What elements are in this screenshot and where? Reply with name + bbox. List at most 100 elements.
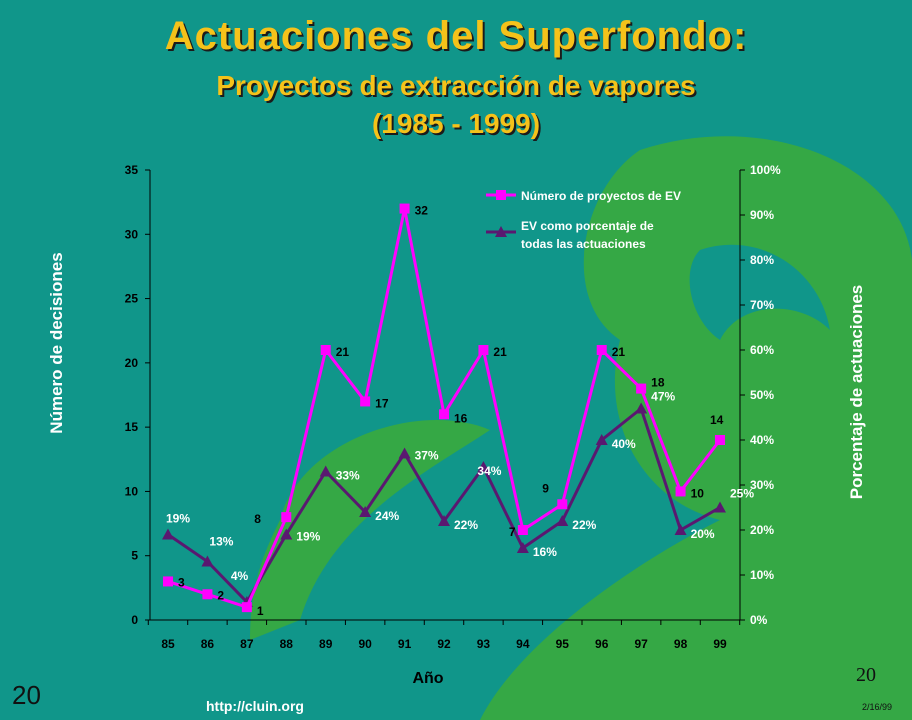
series-pct-marker	[635, 402, 648, 414]
y-axis-left-label: Número de decisiones	[47, 252, 66, 433]
page-number-left: 20	[12, 680, 41, 710]
y-right-tick-label: 70%	[750, 298, 774, 312]
series-pct-marker	[280, 528, 293, 540]
legend-pct-label-line1: EV como porcentaje de	[521, 219, 654, 233]
series-count-data-label: 7	[509, 525, 516, 539]
series-count-data-label: 17	[375, 396, 389, 410]
x-tick-label: 88	[280, 637, 294, 651]
y-right-tick-label: 10%	[750, 568, 774, 582]
series-count-data-label: 8	[254, 512, 261, 526]
series-pct-data-label: 16%	[533, 545, 557, 559]
series-count-line	[167, 208, 722, 609]
y-right-tick-label: 20%	[750, 523, 774, 537]
series-count-data-label: 9	[542, 481, 549, 495]
x-tick-label: 91	[398, 637, 412, 651]
series-count-marker	[478, 345, 489, 355]
series-count-data-label: 18	[651, 376, 665, 390]
decor-swirl-hole	[689, 244, 830, 340]
y-left-tick-label: 5	[131, 549, 138, 563]
series-pct-data-label: 13%	[209, 535, 233, 549]
series-pct-data-label: 33%	[336, 469, 360, 483]
x-tick-label: 89	[319, 637, 333, 651]
series-pct-data-label: 4%	[231, 569, 249, 583]
x-tick-label: 85	[161, 637, 175, 651]
x-axis-label: Año	[412, 670, 443, 687]
series-pct-data-label: 37%	[415, 449, 439, 463]
y-left-tick-label: 20	[125, 356, 139, 370]
x-tick-label: 93	[477, 637, 491, 651]
series-count-marker	[596, 345, 607, 355]
x-tick-label: 87	[240, 637, 254, 651]
y-right-tick-label: 40%	[750, 433, 774, 447]
series-count-data-label: 21	[612, 345, 626, 359]
y-left-tick-label: 10	[125, 484, 139, 498]
series-pct-line	[167, 405, 721, 605]
series-count-data-label: 21	[493, 345, 507, 359]
y-left-tick-label: 0	[131, 613, 138, 627]
series-pct-marker	[201, 555, 214, 567]
y-left-tick-label: 35	[125, 163, 139, 177]
series-pct-marker	[359, 506, 372, 517]
series-pct-data-label: 40%	[612, 437, 636, 451]
series-pct-marker	[674, 524, 687, 535]
slide-title: Actuaciones del Superfondo:	[164, 14, 748, 58]
slide-subtitle: Proyectos de extracción de vapores	[216, 70, 696, 101]
series-count-data-label: 16	[454, 411, 468, 425]
series-pct-data-label: 47%	[651, 390, 675, 404]
legend-count-marker	[496, 190, 506, 200]
series-count-marker	[163, 576, 173, 587]
series-count-data-label: 21	[336, 345, 350, 359]
y-right-tick-label: 50%	[750, 388, 774, 402]
x-tick-label: 99	[713, 637, 727, 651]
source-url[interactable]: http://cluin.org	[206, 698, 304, 714]
y-left-tick-label: 30	[125, 227, 139, 241]
y-right-tick-label: 90%	[750, 208, 774, 222]
slide-date: 2/16/99	[862, 702, 893, 712]
y-left-tick-label: 25	[125, 292, 139, 306]
y-right-tick-label: 30%	[750, 478, 774, 492]
x-tick-label: 97	[634, 637, 648, 651]
x-tick-label: 96	[595, 637, 609, 651]
series-count-data-label: 2	[217, 588, 224, 602]
series-count-data-label: 10	[691, 486, 705, 500]
legend-pct-label-line2: todas las actuaciones	[521, 237, 646, 251]
y-left-tick-label: 15	[125, 420, 139, 434]
x-tick-label: 86	[201, 637, 215, 651]
series-pct-marker	[438, 515, 450, 526]
series-pct-marker	[398, 447, 411, 459]
series-count-data-label: 14	[710, 413, 724, 427]
x-tick-label: 95	[556, 637, 570, 651]
y-right-tick-label: 0%	[750, 613, 768, 627]
series-pct-data-label: 25%	[730, 487, 754, 501]
series-pct-data-label: 19%	[296, 530, 320, 544]
series-pct-marker	[162, 528, 174, 540]
y-right-tick-label: 80%	[750, 253, 774, 267]
series-count-marker	[557, 499, 568, 510]
x-tick-label: 94	[516, 637, 530, 651]
series-count-marker	[241, 602, 252, 613]
legend-pct-marker	[495, 226, 507, 237]
series-pct-data-label: 19%	[166, 512, 190, 526]
series-count-data-label: 3	[178, 575, 185, 589]
series-count-data-label: 32	[415, 204, 429, 218]
y-right-tick-label: 100%	[750, 163, 781, 177]
series-count-marker	[636, 383, 647, 394]
series-pct-data-label: 24%	[375, 509, 399, 523]
series-count-marker	[399, 203, 410, 214]
series-count-data-label: 1	[257, 604, 264, 618]
series-pct-marker	[516, 542, 529, 553]
series-pct-marker	[556, 515, 569, 526]
series-count-marker	[675, 486, 686, 497]
x-tick-label: 92	[437, 637, 451, 651]
series-count-marker	[320, 345, 331, 355]
series-pct-marker	[319, 465, 332, 477]
x-tick-label: 90	[358, 637, 372, 651]
series-count-marker	[517, 525, 528, 535]
series-count-marker	[281, 512, 292, 523]
series-pct-marker	[477, 461, 490, 472]
series-pct-data-label: 20%	[691, 527, 715, 541]
series-pct-marker	[714, 501, 726, 513]
legend-count-label: Número de proyectos de EV	[521, 189, 681, 203]
